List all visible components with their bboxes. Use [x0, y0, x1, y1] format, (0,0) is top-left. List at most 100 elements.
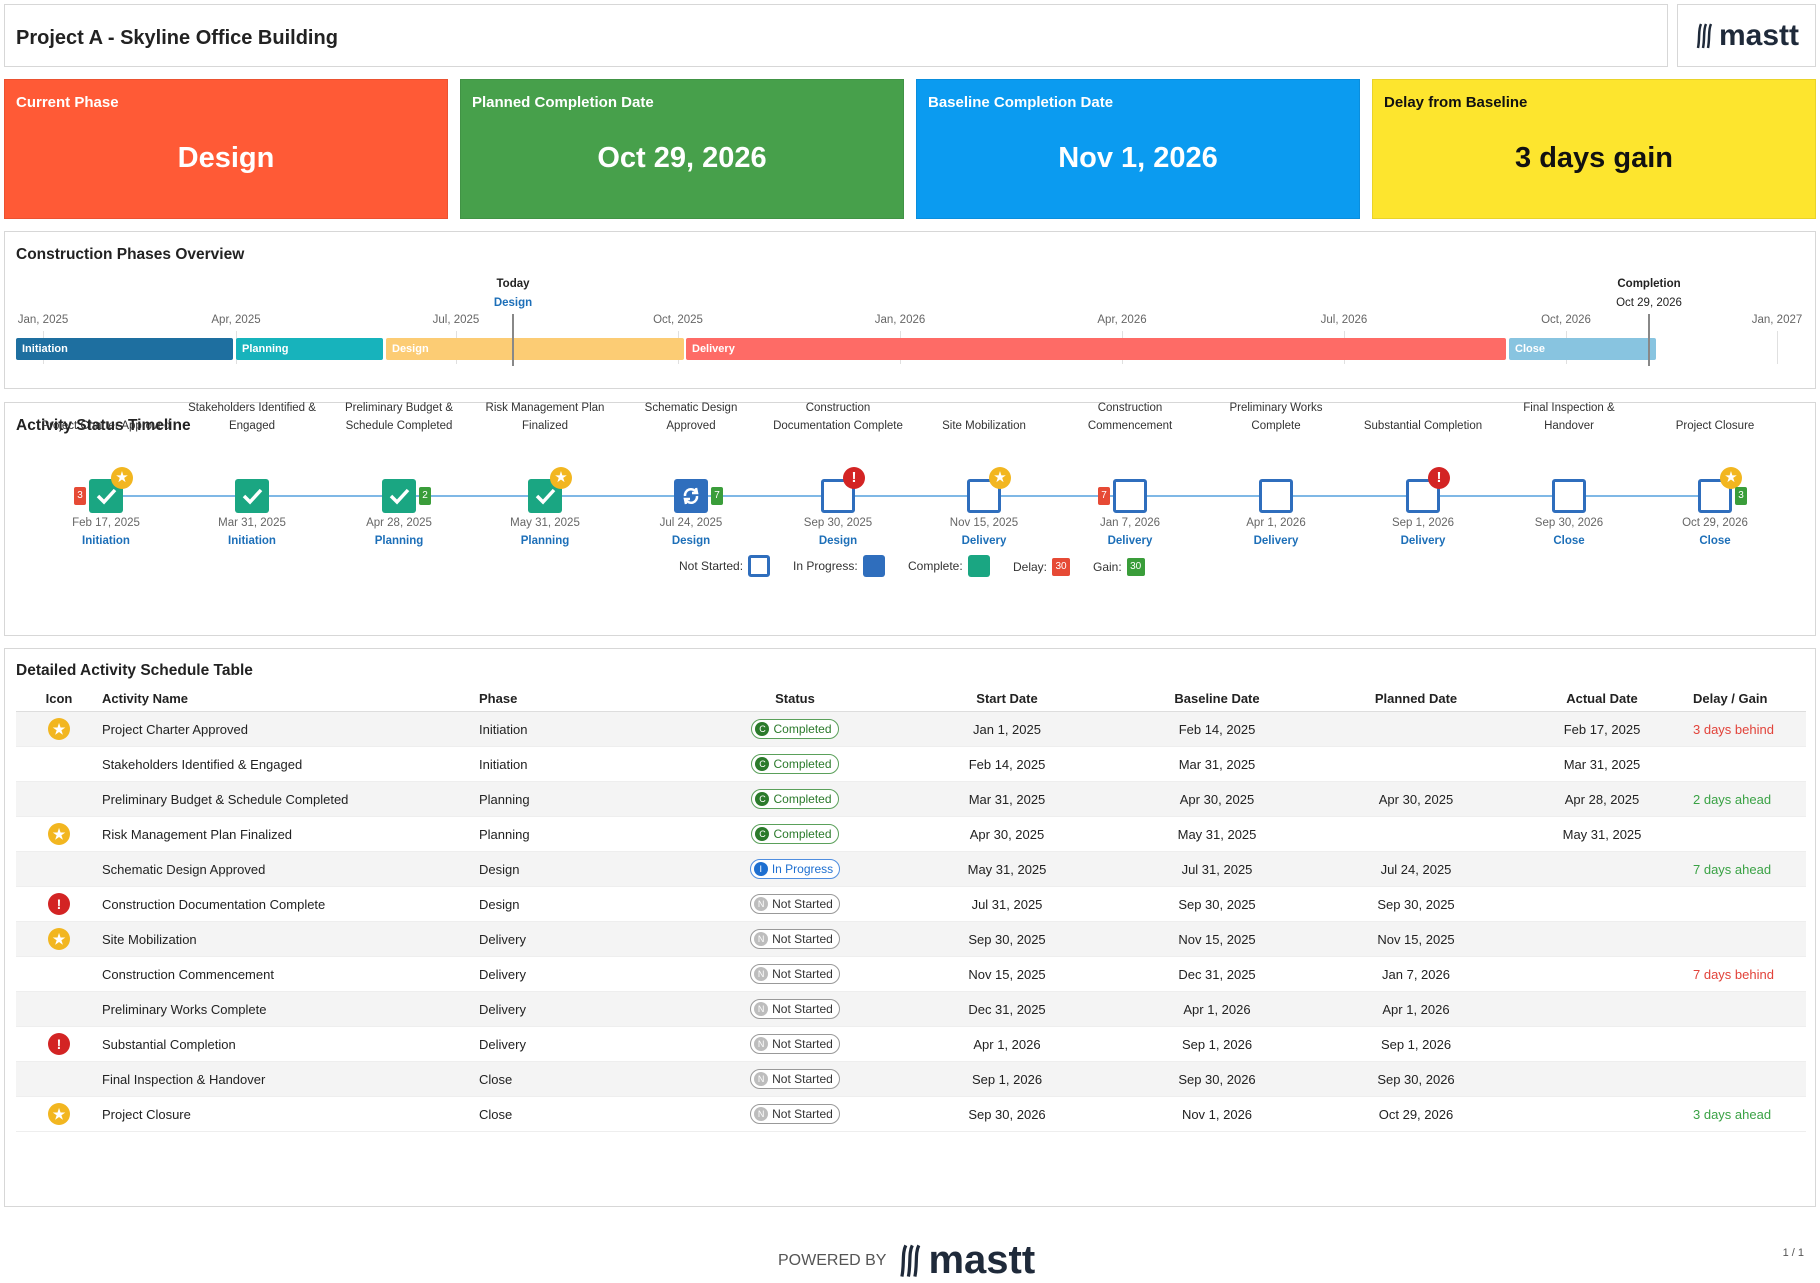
status-cell: C Completed [689, 711, 901, 747]
activity-milestone[interactable]: Schematic Design Approved 7 Jul 24, 2025 De… [621, 402, 761, 563]
status-badge: C Completed [751, 789, 839, 809]
activity-milestone[interactable]: Preliminary Budget & Schedule Completed 2… [329, 402, 469, 563]
month-label: Jul, 2026 [1320, 314, 1368, 326]
status-dot: N [754, 1002, 769, 1016]
gain-chip: 30 [1126, 558, 1145, 576]
table-row[interactable]: Schematic Design Approved Design I In Progr… [16, 851, 1806, 887]
today-label: Design [493, 297, 533, 309]
month-label: Jul, 2025 [432, 314, 480, 326]
actual-date-cell: Apr 28, 2025 [1511, 781, 1693, 817]
status-badge: C Completed [751, 719, 839, 739]
delay-gain-cell [1693, 1026, 1806, 1062]
status-text: Completed [773, 792, 832, 806]
actual-date-cell [1511, 956, 1693, 992]
status-cell: N Not Started [689, 886, 901, 922]
delay-chip: 7 [1098, 487, 1110, 505]
table-row[interactable]: ★ Project Charter Approved Initiation C Comp… [16, 711, 1806, 747]
status-dot: N [754, 1107, 769, 1121]
planned-date-cell: Apr 1, 2026 [1321, 991, 1511, 1027]
completion-label: Completion [1617, 278, 1681, 290]
status-text: Not Started [772, 1072, 833, 1086]
table-row[interactable]: ! Substantial Completion Delivery N Not Star… [16, 1026, 1806, 1062]
phase-cell: Delivery [479, 921, 689, 957]
activity-date: Apr 28, 2025 [366, 517, 432, 529]
activity-name-cell: Schematic Design Approved [102, 851, 479, 887]
table-row[interactable]: ★ Project Closure Close N Not Started Sep 30,… [16, 1096, 1806, 1132]
activity-milestone[interactable]: Stakeholders Identified & Engaged Mar 31,… [182, 402, 322, 563]
status-text: Not Started [772, 1037, 833, 1051]
phase-bar-label: Delivery [692, 343, 735, 355]
status-dot: I [753, 862, 768, 876]
phase-bar-label: Initiation [22, 343, 68, 355]
kpi-value: Nov 1, 2026 [1058, 142, 1218, 174]
activity-milestone[interactable]: Project Closure ★ 3 Oct 29, 2026 Close [1645, 403, 1785, 563]
activity-timeline-title: Activity Status Timeline [16, 417, 191, 434]
activity-timeline-panel: Activity Status Timeline Project Charter… [4, 402, 1816, 636]
activity-milestone[interactable]: Site Mobilization ★ Nov 15, 2025 Delivery [914, 403, 1054, 563]
activity-status-icon [674, 479, 708, 513]
delay-gain-cell: 3 days behind [1693, 711, 1806, 747]
phases-overview-panel: Construction Phases Overview Jan, 2025 Ap… [4, 231, 1816, 389]
baseline-date-cell: Sep 1, 2026 [1113, 1026, 1321, 1062]
table-row[interactable]: ★ Risk Management Plan Finalized Planning C… [16, 816, 1806, 852]
table-row[interactable]: Preliminary Budget & Schedule Completed P… [16, 781, 1806, 817]
planned-date-cell: Sep 1, 2026 [1321, 1026, 1511, 1062]
activity-milestone[interactable]: Construction Commencement 7 Jan 7, 2026 Del… [1060, 402, 1200, 563]
delay-chip: 30 [1052, 558, 1071, 576]
activity-milestone[interactable]: Substantial Completion! Sep 1, 2026 Delive… [1353, 403, 1493, 563]
kpi-label: Current Phase [16, 94, 119, 111]
status-dot: C [755, 757, 770, 771]
schedule-table: Icon Activity Name Phase Status Start Date Ba… [16, 685, 1806, 1132]
actual-date-cell [1511, 1061, 1693, 1097]
status-dot: N [754, 932, 769, 946]
mastt-logo-icon [900, 1244, 921, 1277]
logo-text: mastt [1719, 19, 1800, 52]
activity-milestone[interactable]: Risk Management Plan Finalized ★ May 31, 2… [475, 402, 615, 563]
status-badge: C Completed [751, 824, 839, 844]
warning-icon: ! [1428, 467, 1450, 489]
table-row[interactable]: ★ Site Mobilization Delivery N Not Started Se… [16, 921, 1806, 957]
legend-label: Delay: [1013, 560, 1048, 574]
activity-milestone[interactable]: Final Inspection & Handover Sep 30, 2026 C… [1499, 402, 1639, 563]
mastt-logo-icon [1696, 23, 1713, 49]
table-row[interactable]: Stakeholders Identified & Engaged Initiat… [16, 746, 1806, 782]
phase-cell: Initiation [479, 746, 689, 782]
activity-name: Project Closure [1675, 420, 1755, 432]
activity-milestone[interactable]: Project Charter Approved ★ 3 Feb 17, 2025 In… [36, 403, 176, 563]
activity-status-icon [1113, 479, 1147, 513]
activity-milestone[interactable]: Preliminary Works Complete Apr 1, 2026 Del… [1206, 402, 1346, 563]
schedule-table-panel: Detailed Activity Schedule Table Icon Act… [4, 648, 1816, 1207]
status-dot: N [754, 1037, 769, 1051]
table-row[interactable]: Preliminary Works Complete Delivery N Not S… [16, 991, 1806, 1027]
activity-phase: Initiation [228, 535, 276, 547]
status-cell: N Not Started [689, 1026, 901, 1062]
kpi-label: Delay from Baseline [1384, 94, 1528, 111]
status-badge: N Not Started [750, 929, 840, 949]
schedule-table-title: Detailed Activity Schedule Table [16, 662, 253, 679]
footer: POWERED BY mastt 1 / 1 [0, 1225, 1820, 1282]
legend-complete: Complete: [908, 555, 990, 577]
baseline-date-cell: Feb 14, 2025 [1113, 711, 1321, 747]
phase-cell: Delivery [479, 991, 689, 1027]
kpi-value: 3 days gain [1515, 142, 1673, 174]
actual-date-cell [1511, 851, 1693, 887]
table-row[interactable]: Final Inspection & Handover Close N Not Sta… [16, 1061, 1806, 1097]
gain-chip: 2 [419, 487, 431, 505]
month-label: Apr, 2026 [1097, 314, 1147, 326]
planned-date-cell: Oct 29, 2026 [1321, 1096, 1511, 1132]
legend-label: Complete: [908, 559, 963, 573]
page-title: Project A - Skyline Office Building [16, 27, 338, 49]
activity-name-cell: Final Inspection & Handover [102, 1061, 479, 1097]
phase-bar-design: Design [386, 338, 684, 360]
month-label: Apr, 2025 [211, 314, 261, 326]
status-text: Not Started [772, 1107, 833, 1121]
table-row[interactable]: Construction Commencement Delivery N Not St… [16, 956, 1806, 992]
phase-cell: Close [479, 1096, 689, 1132]
table-row[interactable]: ! Construction Documentation Complete Desi… [16, 886, 1806, 922]
icon-cell [16, 956, 102, 992]
activity-milestone[interactable]: Construction Documentation Complete! Sep … [768, 402, 908, 563]
month-label: Jan, 2027 [1751, 314, 1803, 326]
kpi-card: Planned Completion Date Oct 29, 2026 [460, 79, 904, 219]
delay-gain-cell: 2 days ahead [1693, 781, 1806, 817]
baseline-date-cell: May 31, 2025 [1113, 816, 1321, 852]
